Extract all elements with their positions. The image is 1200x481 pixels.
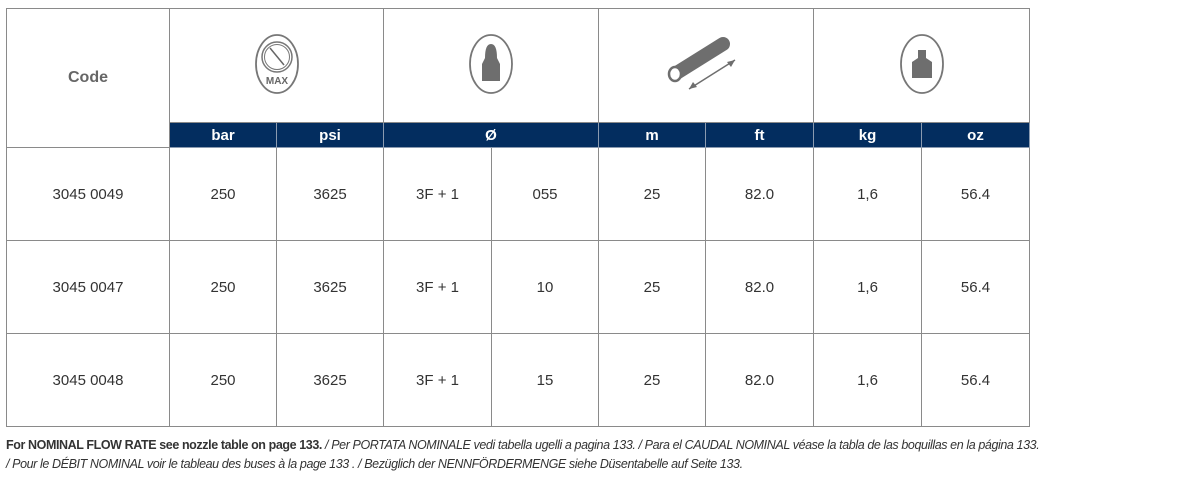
table-row: 3045 0047 250 3625 3F + 1 10 25 82.0 1,6… [6,240,1030,334]
footnote-es: / Para el CAUDAL NOMINAL véase la tabla … [635,438,1040,452]
pressure-gauge-max-icon: MAX [254,33,299,94]
hose-length-icon [667,36,736,90]
code-header: Code [6,8,170,148]
m-cell: 25 [598,147,706,241]
bar-cell: 250 [169,333,277,427]
nozzle-cell: 3F + 1 [383,147,492,241]
size-cell: 15 [491,333,599,427]
unit-diameter: Ø [383,122,599,148]
footnote-en: For NOMINAL FLOW RATE see nozzle table o… [6,438,322,452]
unit-m: m [598,122,706,148]
oz-cell: 56.4 [921,147,1030,241]
table-row: 3045 0048 250 3625 3F + 1 15 25 82.0 1,6… [6,333,1030,427]
ft-cell: 82.0 [705,240,814,334]
spec-table: Code MAX bar psi Ø m ft kg oz [6,8,1030,427]
unit-bar: bar [169,122,277,148]
size-cell: 055 [491,147,599,241]
footnote-it: / Per PORTATA NOMINALE vedi tabella ugel… [321,438,636,452]
m-cell: 25 [598,240,706,334]
table-row: 3045 0049 250 3625 3F + 1 055 25 82.0 1,… [6,147,1030,241]
nozzle-icon [469,33,513,94]
oz-cell: 56.4 [921,240,1030,334]
footnote-de: / Bezüglich der NENNFÖRDERMENGE siehe Dü… [354,457,743,471]
ft-cell: 82.0 [705,147,814,241]
ft-cell: 82.0 [705,333,814,427]
code-cell: 3045 0047 [6,240,170,334]
psi-cell: 3625 [276,333,384,427]
psi-cell: 3625 [276,240,384,334]
code-cell: 3045 0048 [6,333,170,427]
m-cell: 25 [598,333,706,427]
bar-cell: 250 [169,147,277,241]
weight-icon [899,33,944,94]
unit-psi: psi [276,122,384,148]
kg-cell: 1,6 [813,147,922,241]
hose-header [598,8,814,123]
svg-text:MAX: MAX [265,76,288,87]
pressure-header: MAX [169,8,384,123]
kg-cell: 1,6 [813,240,922,334]
footnote: For NOMINAL FLOW RATE see nozzle table o… [6,436,1040,474]
weight-header [813,8,1030,123]
unit-ft: ft [705,122,814,148]
unit-oz: oz [921,122,1030,148]
code-cell: 3045 0049 [6,147,170,241]
nozzle-cell: 3F + 1 [383,240,492,334]
size-cell: 10 [491,240,599,334]
psi-cell: 3625 [276,147,384,241]
footnote-fr: / Pour le DÉBIT NOMINAL voir le tableau … [6,457,355,471]
unit-kg: kg [813,122,922,148]
kg-cell: 1,6 [813,333,922,427]
nozzle-header [383,8,599,123]
nozzle-cell: 3F + 1 [383,333,492,427]
oz-cell: 56.4 [921,333,1030,427]
bar-cell: 250 [169,240,277,334]
